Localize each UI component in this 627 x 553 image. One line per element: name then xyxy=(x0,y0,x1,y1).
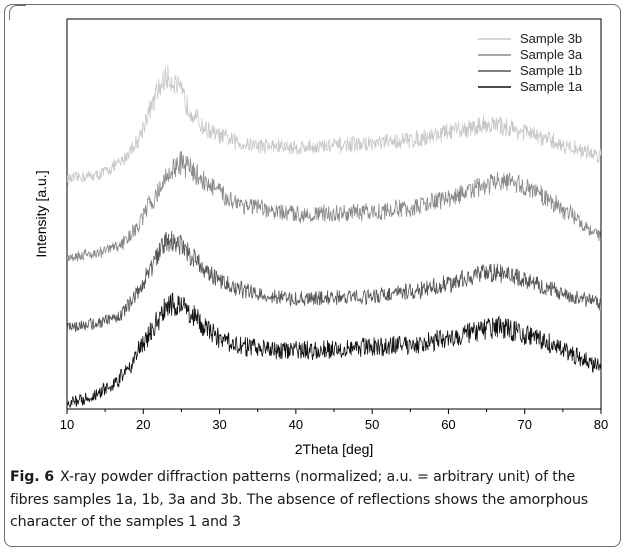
x-tick-label-50: 50 xyxy=(365,417,379,432)
x-tick-label-10: 10 xyxy=(60,417,74,432)
y-axis-label: Intensity [a.u.] xyxy=(33,170,49,257)
series-line-sample-1a xyxy=(67,292,601,408)
figure-caption-text: X-ray powder diffraction patterns (norma… xyxy=(10,469,589,530)
x-tick-label-40: 40 xyxy=(289,417,303,432)
legend-label-sample-3b: Sample 3b xyxy=(520,31,582,46)
figure-label: Fig. 6 xyxy=(10,469,55,485)
legend-label-sample-3a: Sample 3a xyxy=(520,47,583,62)
figure-frame-tab xyxy=(9,5,26,20)
figure-caption: Fig. 6 X-ray powder diffraction patterns … xyxy=(10,466,614,534)
x-tick-label-80: 80 xyxy=(594,417,608,432)
x-tick-label-20: 20 xyxy=(136,417,150,432)
x-tick-label-60: 60 xyxy=(441,417,455,432)
figure-frame xyxy=(4,4,621,547)
legend-label-sample-1b: Sample 1b xyxy=(520,63,582,78)
x-tick-label-30: 30 xyxy=(212,417,226,432)
legend-label-sample-1a: Sample 1a xyxy=(520,79,583,94)
series-line-sample-3b xyxy=(67,64,601,186)
x-axis-label: 2Theta [deg] xyxy=(295,441,374,457)
series-line-sample-1b xyxy=(67,230,601,332)
series-line-sample-3a xyxy=(67,151,601,262)
x-tick-label-70: 70 xyxy=(517,417,531,432)
